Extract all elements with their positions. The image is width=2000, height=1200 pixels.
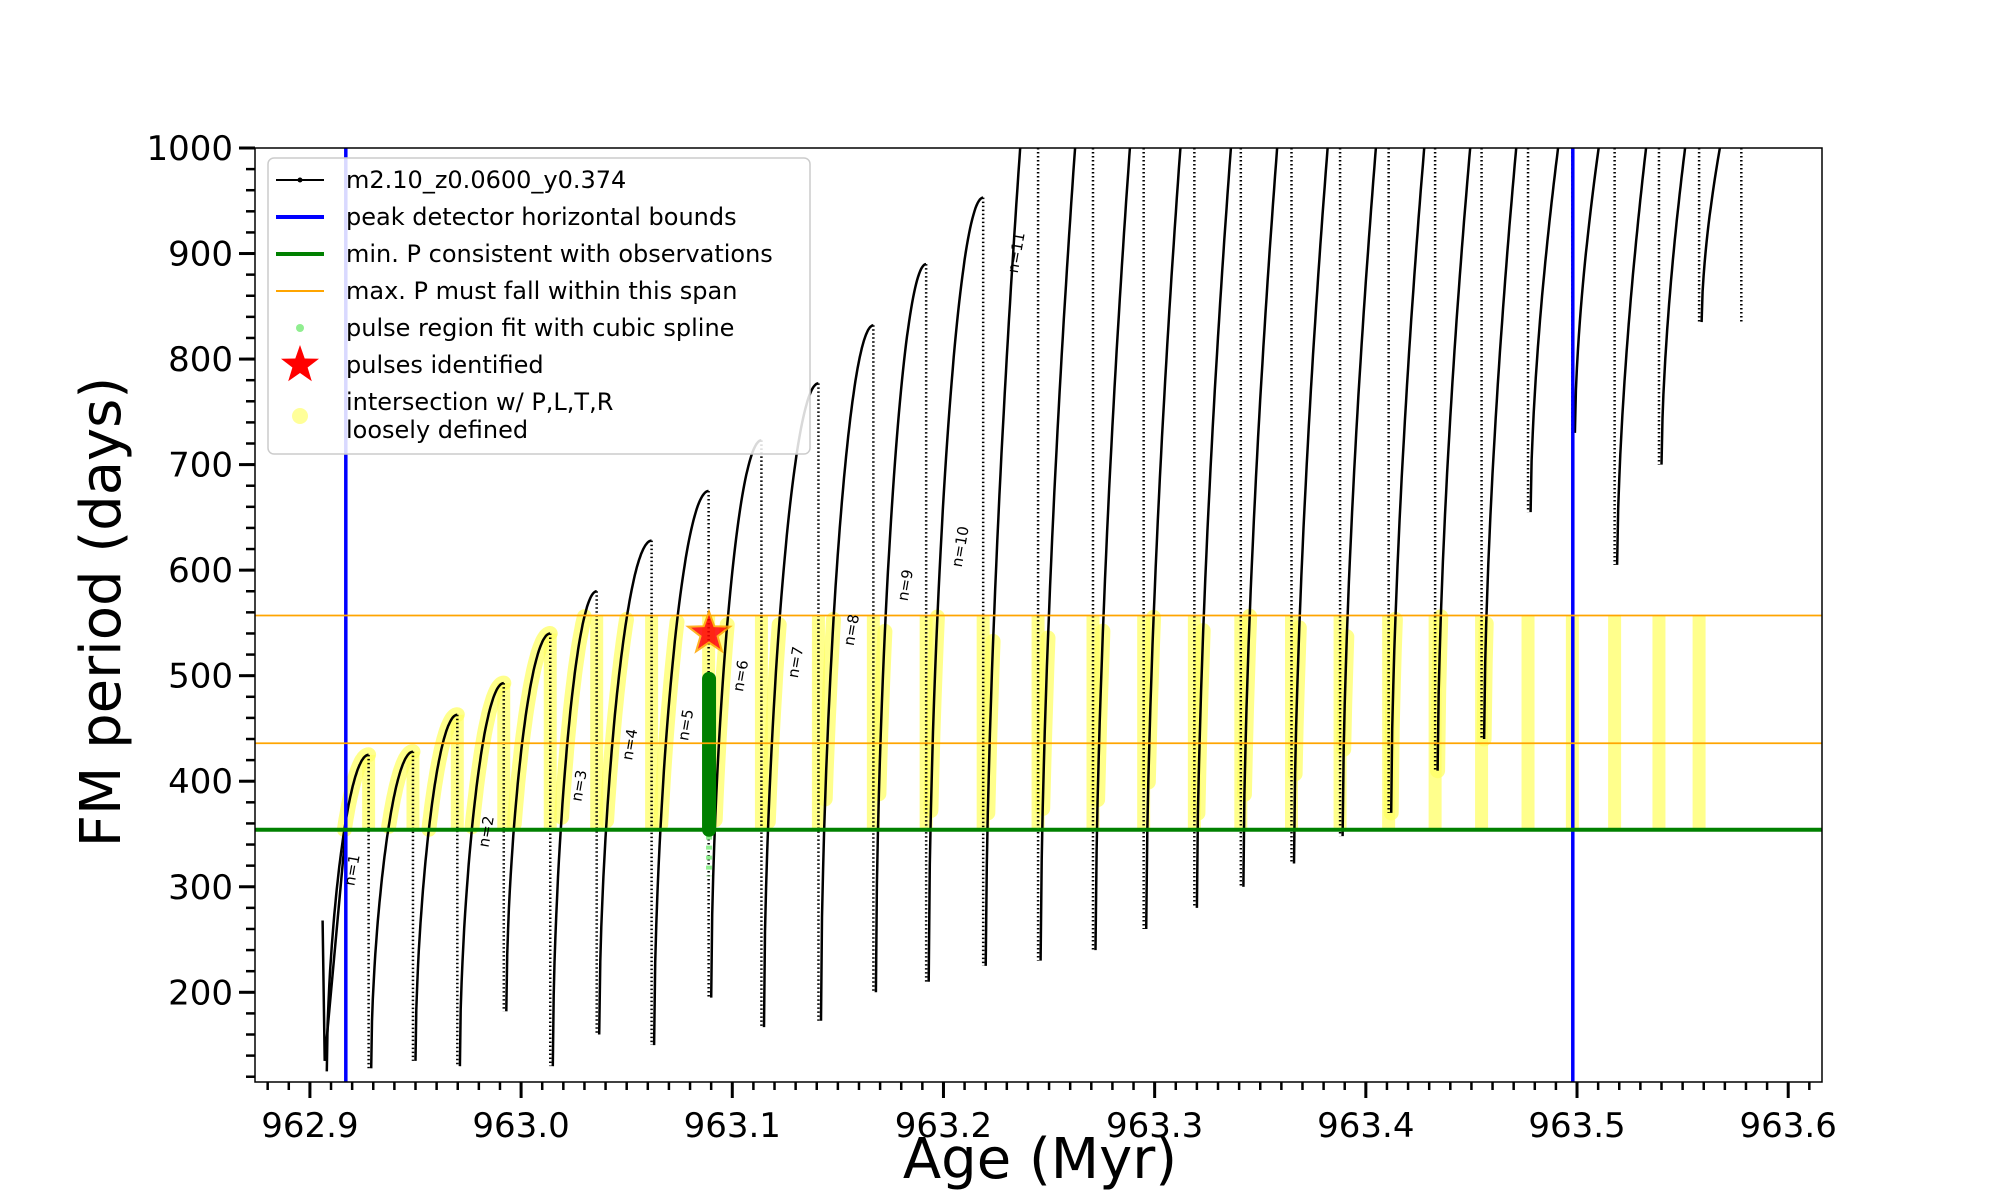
y-axis-label: FM period (days) [69,377,134,847]
pulse-label-4: n=2 [475,814,498,848]
x-tick-label-2: 963.0 [472,1106,569,1146]
x-tick-label-4: 963.2 [895,1106,992,1146]
pulse-curve-6 [551,590,597,1067]
pulse-label-11: n=8 [840,613,863,647]
pulse-curve-2 [369,750,414,1069]
pulse-label-8: n=5 [674,708,697,742]
pulse-curve-7 [597,539,652,1035]
pulse-label-1: n=1 [340,853,363,887]
legend-label-4: max. P must fall within this span [346,277,737,305]
x-tick-label-6: 963.4 [1317,1106,1414,1146]
pulse-curve-16 [1094,148,1132,951]
chart-star-layer [685,608,733,654]
chart-labels-layer: n=1 n=2 n=3 n=4 n=5 n=6 n=7 n=8 n=9 n=10 n=11 [340,231,1028,887]
pulse-curve-22 [1389,148,1426,813]
legend-label-5: pulse region fit with cubic spline [346,314,734,342]
x-tick-label-7: 963.5 [1528,1106,1625,1146]
y-tick-label-2: 300 [168,868,233,908]
x-tick-label-5: 963.3 [1106,1106,1203,1146]
legend-box [267,157,811,455]
pulse-curve-8 [652,489,709,1046]
pulse-curve-4 [458,681,504,1067]
x-tick-label-1: 962.9 [261,1106,358,1146]
y-tick-label-8: 900 [168,235,233,275]
initial-segment [321,829,348,1062]
plot-frame [254,147,1823,1083]
pulse-curve-3 [414,713,458,1061]
pulse-label-13: n=10 [948,525,973,569]
pulse-curve-14 [984,148,1022,966]
pulse-curve-25 [1529,148,1560,513]
pulse-curve-19 [1242,148,1279,887]
pulse-label-12: n=9 [894,568,917,602]
pulse-curve-15 [1039,148,1077,961]
pulse-curve-17 [1144,148,1182,930]
y-tick-label-1: 200 [168,973,233,1013]
legend-handle-dot [296,324,304,332]
x-axis-label: Age (Myr) [903,1127,1177,1192]
pulse-label-14: n=11 [1004,231,1029,275]
y-tick-label-7: 800 [168,340,233,380]
legend-handle-dot [292,408,308,424]
y-tick-label-4: 500 [168,657,233,697]
legend-label-3: min. P consistent with observations [346,240,773,268]
pulse-identified-star [685,608,733,654]
pulse-curve-18 [1195,148,1233,908]
legend-label-6: pulses identified [346,351,544,379]
pulse-curve-28 [1660,148,1687,465]
pulse-curve-1 [325,753,369,1072]
legend-handle-dot [297,177,303,183]
pulse-curve-13 [927,196,984,982]
pulse-curve-26 [1573,148,1600,433]
y-tick-label-3: 400 [168,762,233,802]
legend-label-7-line2: loosely defined [346,416,528,444]
pulse-curve-23 [1436,148,1472,771]
y-tick-label-5: 600 [168,551,233,591]
pulse-label-7: n=4 [618,727,641,761]
chart-highlight-layer [336,608,1706,838]
chart-axes-layer: 962.9 963.0 963.1 963.2 963.3 963.4 963.5 963.6… [146,129,1836,1146]
pulse-curve-24 [1482,148,1518,740]
pulse-curve-20 [1292,148,1329,864]
legend-label-1: m2.10_z0.0600_y0.374 [346,166,626,194]
pulse-curve-12 [874,262,927,993]
chart-overlay-lines-layer [255,148,1822,1082]
pulse-curve-11 [819,324,874,1021]
y-tick-label-9: 1000 [146,129,233,169]
pulse-label-9: n=6 [729,659,752,693]
pulse-label-10: n=7 [784,645,807,679]
y-tick-label-6: 700 [168,446,233,486]
legend-label-2: peak detector horizontal bounds [346,203,737,231]
x-tick-label-8: 963.6 [1740,1106,1837,1146]
pulse-curve-27 [1615,148,1648,565]
x-tick-label-3: 963.1 [684,1106,781,1146]
pulse-label-6: n=3 [567,768,590,802]
pulse-curve-29 [1700,148,1722,323]
legend-handle-star [281,345,319,382]
pulse-curve-21 [1341,148,1378,837]
legend-label-7: intersection w/ P,L,T,R [346,388,613,416]
